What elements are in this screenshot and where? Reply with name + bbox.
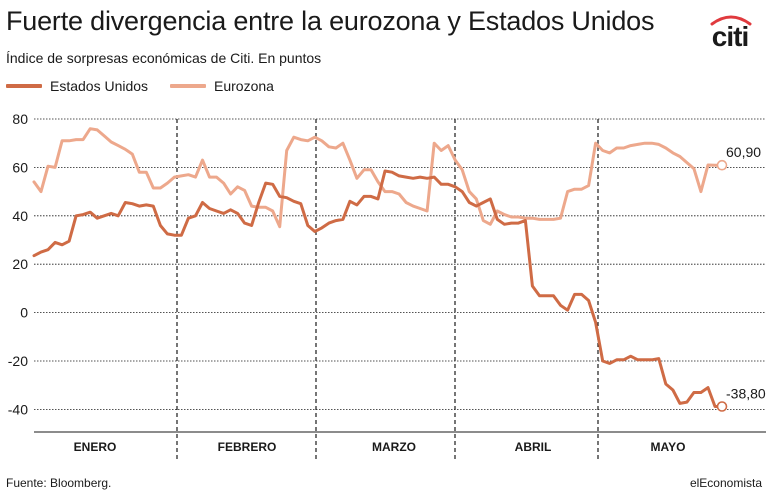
y-tick-label: -40: [8, 401, 28, 417]
x-month-label: MARZO: [372, 440, 416, 454]
end-label-us: -38,80: [726, 385, 766, 401]
y-tick-label: -20: [8, 353, 28, 369]
x-month-label: ABRIL: [515, 440, 552, 454]
end-marker-eu: [716, 159, 728, 171]
legend-swatch-us: [6, 84, 42, 88]
y-tick-label: 60: [12, 159, 28, 175]
chart-title: Fuerte divergencia entre la eurozona y E…: [6, 6, 655, 36]
source-note: Fuente: Bloomberg.: [6, 476, 112, 490]
legend-label-eu: Eurozona: [214, 78, 274, 94]
end-marker-us: [716, 401, 728, 412]
x-month-label: FEBRERO: [218, 440, 277, 454]
legend-item-eu: Eurozona: [170, 76, 274, 96]
chart-subtitle: Índice de sorpresas económicas de Citi. …: [6, 50, 322, 66]
y-tick-label: 0: [20, 305, 28, 321]
credit-note: elEconomista: [689, 476, 762, 490]
legend-item-us: Estados Unidos: [6, 76, 148, 96]
citi-logo-text: citi: [712, 21, 748, 50]
y-tick-label: 20: [12, 256, 28, 272]
citi-logo-arc: [710, 15, 752, 26]
series-line-eu: [32, 127, 724, 229]
y-tick-label: 40: [12, 208, 28, 224]
series-line-us: [32, 169, 724, 408]
legend-label-us: Estados Unidos: [50, 78, 149, 94]
legend-swatch-eu: [170, 84, 206, 88]
x-month-label: ENERO: [74, 440, 117, 454]
end-label-eu: 60,90: [726, 144, 761, 160]
citi-logo: citi: [710, 15, 752, 50]
y-tick-label: 80: [12, 111, 28, 127]
x-month-label: MAYO: [651, 440, 686, 454]
